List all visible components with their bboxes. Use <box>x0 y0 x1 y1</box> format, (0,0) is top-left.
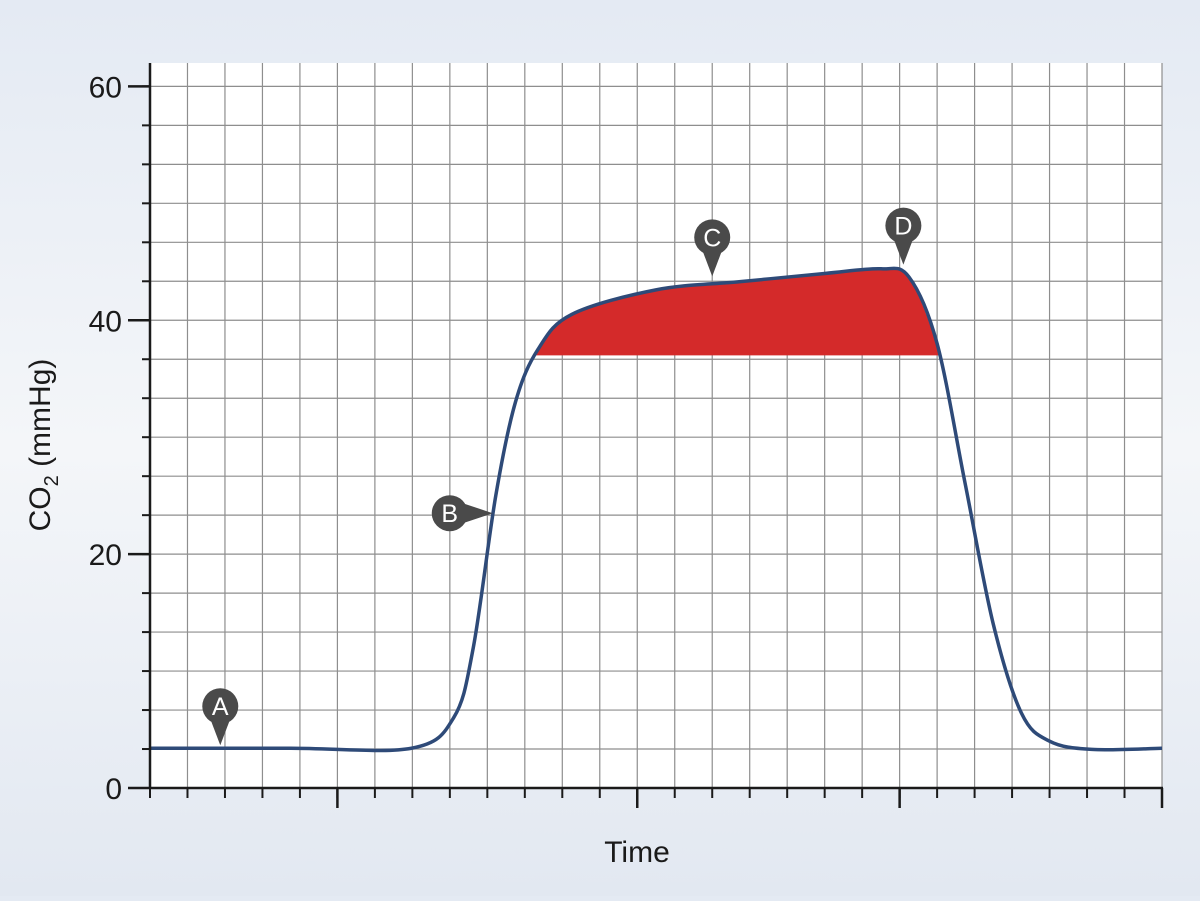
phase-marker-c: C <box>694 219 731 277</box>
marker-badge <box>431 495 468 532</box>
shaded-region <box>534 268 941 356</box>
y-tick-label: 60 <box>89 71 122 104</box>
y-tick-label: 20 <box>89 539 122 572</box>
y-axis-title-unit: (mmHg) <box>24 359 57 476</box>
phase-markers: A B C D <box>202 207 922 746</box>
marker-badge <box>694 219 731 256</box>
plot-area-background <box>150 63 1162 788</box>
y-tick-label: 40 <box>89 305 122 338</box>
x-axis-title: Time <box>604 836 670 869</box>
axes <box>128 63 1164 808</box>
grid-lines <box>149 63 1163 789</box>
marker-badge <box>885 207 922 244</box>
co2-waveform-line <box>150 266 1163 753</box>
y-tick-labels: 0 20 40 60 <box>89 71 122 806</box>
phase-marker-b: B <box>431 495 493 532</box>
y-tick-label: 0 <box>105 773 122 806</box>
marker-pointer <box>459 502 493 525</box>
phase-marker-a: A <box>202 688 239 746</box>
y-axis-title-subscript: 2 <box>41 475 63 486</box>
phase-marker-d: D <box>885 207 922 265</box>
marker-pointer <box>892 235 915 265</box>
marker-label: D <box>894 213 912 241</box>
marker-pointer <box>209 716 232 746</box>
marker-label: C <box>703 224 721 252</box>
marker-label: A <box>212 693 229 721</box>
y-axis-title-main: CO <box>24 486 57 531</box>
marker-badge <box>202 688 239 725</box>
marker-pointer <box>701 247 724 277</box>
marker-label: B <box>441 500 458 528</box>
y-axis-title: CO2 (mmHg) <box>24 359 63 532</box>
